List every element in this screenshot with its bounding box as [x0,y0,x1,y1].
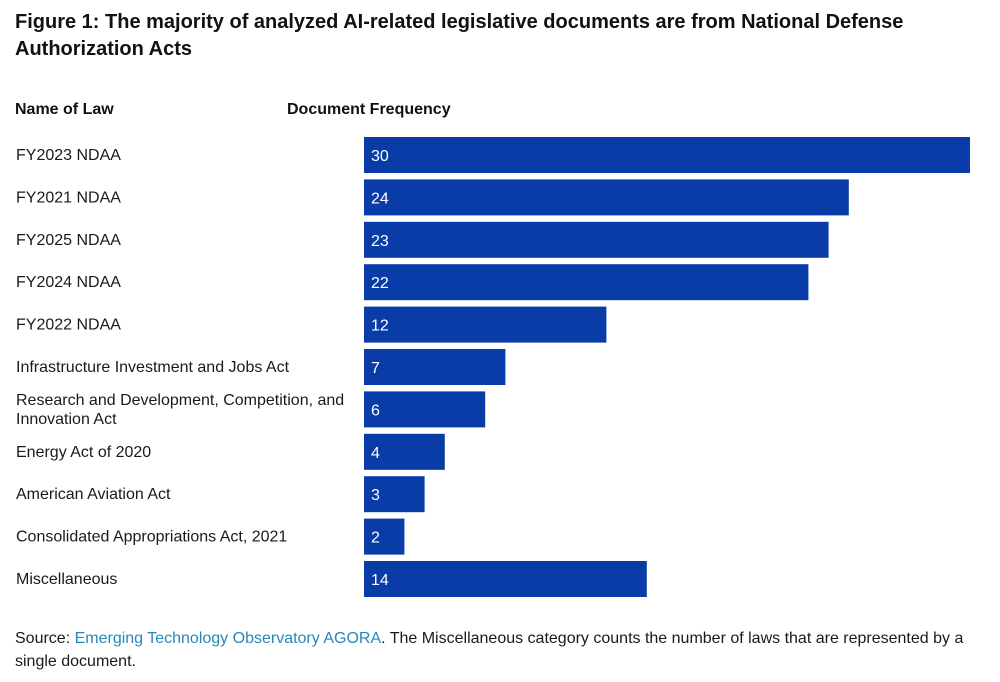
bar [364,306,607,343]
bar-value-label: 3 [371,487,380,504]
bar-value-label: 7 [371,360,380,377]
category-label: FY2024 NDAA [16,274,121,291]
category-label: FY2025 NDAA [16,232,121,249]
bar [364,433,445,470]
bar-value-label: 22 [371,275,389,292]
category-label: American Aviation Act [16,486,171,503]
column-header-frequency: Document Frequency [287,101,451,118]
category-label: Research and Development, Competition, a… [16,392,344,428]
bar-value-label: 14 [371,572,389,589]
bar [364,137,970,173]
bar [364,561,647,597]
bar [364,391,486,428]
category-label: Infrastructure Investment and Jobs Act [16,359,290,376]
bar [364,518,405,555]
bar [364,221,829,258]
column-header-name: Name of Law [15,101,114,118]
category-label: FY2022 NDAA [16,317,121,334]
bar-value-label: 4 [371,445,380,462]
category-label: Energy Act of 2020 [16,444,151,461]
bar-value-label: 30 [371,148,389,165]
category-label: Consolidated Appropriations Act, 2021 [16,529,287,546]
source-note: Source: Emerging Technology Observatory … [15,627,995,673]
bar-value-label: 6 [371,402,380,419]
bar-value-label: 2 [371,530,380,547]
bar-value-label: 24 [371,190,389,207]
bar-value-label: 23 [371,233,389,250]
source-suffix: . The Miscellaneous category counts the … [15,630,964,670]
chart-title: Figure 1: The majority of analyzed AI-re… [15,11,904,60]
bar [364,349,506,385]
source-link[interactable]: Emerging Technology Observatory AGORA [74,630,382,647]
category-label: FY2021 NDAA [16,189,121,206]
source-prefix: Source: [15,630,75,647]
bar-value-label: 12 [371,318,389,335]
category-label: FY2023 NDAA [16,147,121,164]
bar [364,179,849,216]
bar [364,264,809,301]
bar [364,476,425,513]
category-label: Miscellaneous [16,571,117,588]
